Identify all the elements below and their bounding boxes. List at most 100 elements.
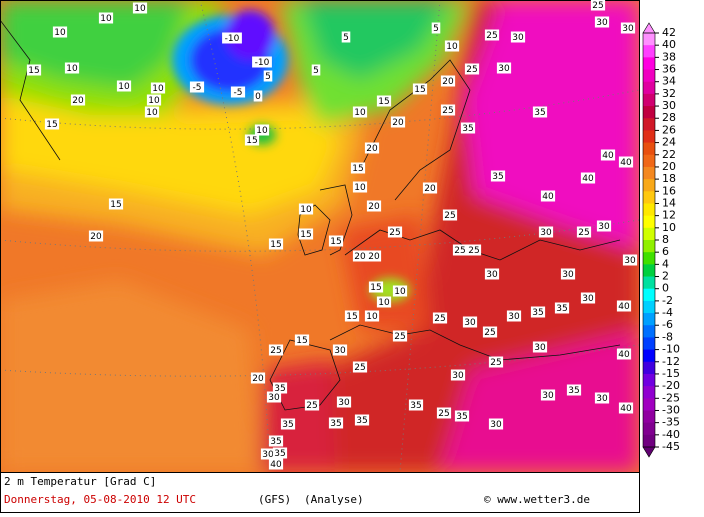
contour-label-box: [618, 156, 634, 168]
contour-label-box: [254, 124, 270, 136]
contour-label-box: [344, 310, 360, 322]
contour-label: -10: [225, 34, 240, 44]
caption-title: 2 m Temperatur [Grad C]: [4, 475, 156, 488]
contour-label-box: [280, 418, 296, 430]
colorbar-label: -12: [662, 355, 680, 368]
contour-label: 20: [392, 118, 404, 128]
colorbar-swatch: [643, 227, 655, 241]
colorbar-label: 42: [662, 26, 676, 39]
contour-label-box: [268, 435, 284, 447]
contour-label-box: [540, 190, 556, 202]
colorbar-swatch: [643, 142, 655, 156]
contour-label: -10: [255, 58, 270, 68]
colorbar-label: -40: [662, 428, 680, 441]
contour-label-box: [150, 82, 166, 94]
caption-model: (GFS): [258, 493, 291, 506]
contour-label-box: [116, 80, 132, 92]
colorbar-swatch: [643, 337, 655, 351]
caption-date: Donnerstag, 05-08-2010 12 UTC: [4, 493, 196, 506]
contour-label-box: [222, 32, 242, 44]
contour-label: 30: [262, 450, 274, 460]
caption-credit: © www.wetter3.de: [484, 493, 590, 506]
contour-label: 30: [624, 256, 636, 266]
contour-label-box: [263, 70, 273, 82]
contour-label: 10: [100, 14, 112, 24]
colorbar-label: -6: [662, 318, 673, 331]
colorbar-swatch: [643, 434, 655, 448]
contour-label-box: [431, 22, 441, 34]
contour-label: 25: [468, 246, 479, 256]
colorbar-swatch: [643, 106, 655, 119]
contour-label: 20: [368, 202, 380, 212]
contour-label-box: [390, 116, 406, 128]
colorbar-label: 34: [662, 75, 676, 88]
contour-label-box: [352, 250, 368, 262]
contour-label: 30: [490, 420, 502, 430]
contour-label: 15: [330, 237, 341, 247]
contour-label: 25: [490, 358, 501, 368]
contour-label-box: [618, 402, 634, 414]
colorbar-swatch: [643, 252, 655, 265]
contour-label: 20: [424, 184, 436, 194]
contour-label-box: [268, 458, 284, 470]
contour-label: 35: [330, 419, 341, 429]
colorbar-label: 22: [662, 148, 676, 161]
colorbar-label: -2: [662, 294, 673, 307]
contour-label: 10: [148, 96, 160, 106]
contour-label-box: [341, 31, 351, 43]
colorbar-label: 12: [662, 209, 676, 222]
colorbar-swatch: [643, 81, 655, 95]
colorbar-label: 14: [662, 196, 676, 209]
contour-label-box: [538, 226, 554, 238]
contour-label-box: [464, 63, 480, 75]
contour-label-box: [354, 414, 370, 426]
contour-label: 25: [486, 31, 497, 41]
contour-label: 10: [66, 64, 78, 74]
contour-label: 25: [434, 314, 445, 324]
contour-label: 5: [433, 24, 439, 34]
contour-label-box: [532, 341, 548, 353]
contour-label-box: [70, 94, 86, 106]
colorbar-swatch: [643, 57, 655, 71]
contour-label-box: [64, 62, 80, 74]
contour-label-box: [450, 369, 466, 381]
colorbar-label: 4: [662, 257, 669, 270]
contour-label: 30: [542, 391, 554, 401]
colorbar-swatch: [643, 69, 655, 83]
colorbar: 424038363432302826242220181614121086420-…: [642, 22, 680, 458]
contour-label-box: [108, 198, 124, 210]
contour-label: 10: [446, 42, 458, 52]
contour-label: 25: [444, 211, 455, 221]
colorbar-label: -8: [662, 330, 673, 343]
contour-label: 25: [484, 328, 495, 338]
colorbar-swatch: [643, 422, 655, 436]
contour-label-box: [336, 396, 352, 408]
caption-box: [0, 472, 640, 513]
contour-label-box: [460, 122, 476, 134]
colorbar-top-arrow: [642, 22, 656, 34]
contour-label: 30: [598, 222, 610, 232]
colorbar-label: 20: [662, 160, 676, 173]
contour-label-box: [616, 300, 632, 312]
contour-label: 10: [394, 287, 406, 297]
contour-label: 15: [378, 97, 389, 107]
contour-label-box: [189, 81, 205, 93]
colorbar-swatch: [643, 191, 655, 204]
contour-label-box: [600, 149, 616, 161]
contour-label: 20: [442, 77, 454, 87]
contour-label: 30: [534, 343, 546, 353]
contour-label-box: [144, 106, 160, 118]
contour-label-box: [566, 384, 582, 396]
contour-label-box: [294, 334, 310, 346]
contour-label: 20: [72, 96, 84, 106]
contour-label: 15: [370, 283, 381, 293]
contour-label: 10: [134, 4, 146, 14]
contour-label-box: [332, 344, 348, 356]
contour-label: 15: [346, 312, 357, 322]
contour-label: 30: [452, 371, 464, 381]
contour-label-box: [250, 372, 266, 384]
contour-label: 25: [438, 409, 449, 419]
contour-label: 35: [456, 412, 467, 422]
